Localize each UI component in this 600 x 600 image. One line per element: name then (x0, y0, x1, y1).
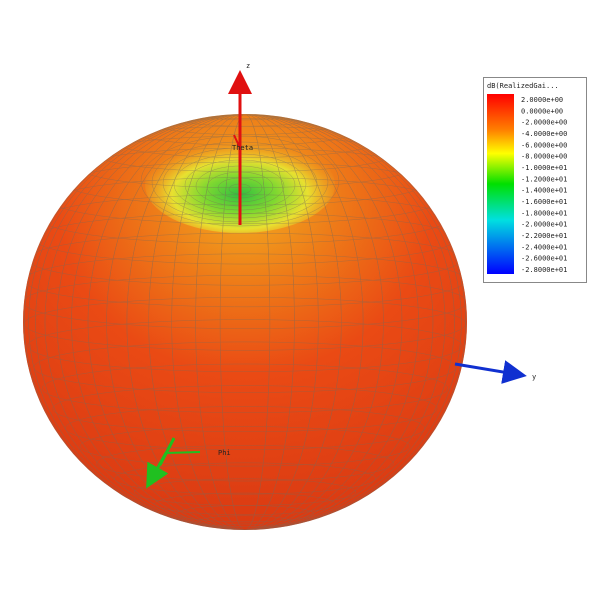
mesh-parallel (79, 426, 411, 467)
pattern-surface (23, 114, 467, 530)
legend-label: -2.8000e+01 (521, 266, 567, 274)
mesh-meridian (106, 114, 384, 530)
z-label: z (246, 62, 250, 70)
mesh-parallel (23, 297, 467, 351)
mesh-parallel (221, 114, 269, 117)
mesh-meridian (24, 114, 466, 530)
mesh-meridian (219, 114, 271, 530)
theta-label: Theta (232, 144, 253, 152)
mesh-meridian (71, 114, 419, 530)
mesh-meridian (56, 114, 434, 530)
mesh-parallel (114, 462, 376, 495)
legend-label: -1.6000e+01 (521, 198, 567, 206)
mesh-parallel (65, 406, 425, 450)
mesh-parallel (221, 523, 269, 530)
mesh (23, 114, 467, 530)
mesh-parallel (33, 341, 457, 393)
mesh-parallel (41, 363, 449, 413)
legend-label: -2.0000e+01 (521, 221, 567, 229)
legend-label: -2.4000e+01 (521, 243, 567, 251)
mesh-parallel (96, 445, 394, 482)
legend-label: -1.2000e+01 (521, 175, 567, 183)
mesh-parallel (154, 492, 336, 515)
legend: dB(RealizedGai... 2.0000e+00 0.0000e+00 -2… (483, 77, 587, 283)
y-label: y (532, 373, 536, 381)
mesh-meridian (44, 114, 446, 530)
mesh-meridian (35, 114, 455, 530)
legend-label: -2.2000e+01 (521, 232, 567, 240)
legend-label: -1.8000e+01 (521, 209, 567, 217)
phi-axis-arrow (146, 452, 169, 489)
legend-label: -4.0000e+00 (521, 130, 567, 138)
legend-label: -2.6000e+01 (521, 255, 567, 263)
legend-label: -6.0000e+00 (521, 141, 567, 149)
mesh-meridian (87, 114, 403, 530)
mesh-meridian (28, 114, 462, 530)
legend-label: -2.0000e+00 (521, 119, 567, 127)
mesh-parallel (27, 319, 463, 372)
y-axis (454, 360, 527, 384)
phi-label: Phi (218, 449, 231, 457)
legend-title: dB(RealizedGai... (487, 82, 559, 90)
mesh-meridian (171, 114, 319, 530)
legend-label: -8.0000e+00 (521, 153, 567, 161)
legend-label: 2.0000e+00 (521, 96, 563, 104)
mesh-parallel (52, 385, 438, 433)
theta-axis (233, 134, 241, 149)
mesh-parallel (176, 505, 314, 523)
legend-label: -1.4000e+01 (521, 187, 567, 195)
mesh-meridian (195, 114, 295, 530)
mesh-meridian (126, 114, 364, 530)
mesh-parallel (23, 275, 467, 329)
legend-label: 0.0000e+00 (521, 107, 563, 115)
color-bar (487, 94, 514, 274)
mesh-parallel (198, 515, 292, 528)
phi-axis-tick (165, 451, 201, 454)
legend-label: -1.0000e+01 (521, 164, 567, 172)
